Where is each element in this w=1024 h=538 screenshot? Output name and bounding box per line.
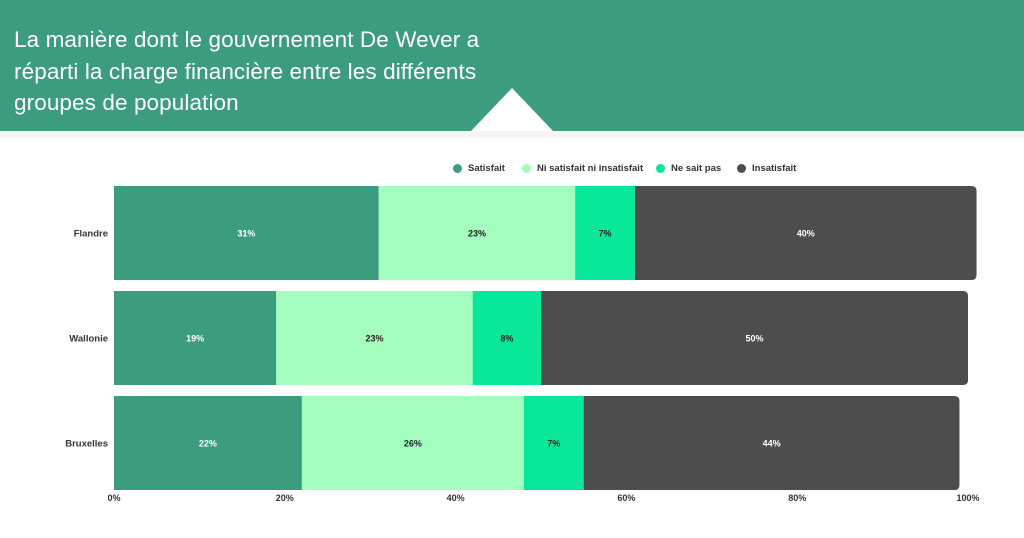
x-tick-label-1: 20%: [276, 493, 294, 503]
bar-segment-bruxelles-satisfait: [114, 396, 302, 490]
bar-segment-bruxelles-nsp: [523, 396, 584, 490]
data-label-flandre-insatisfait: 40%: [797, 229, 815, 239]
legend-swatch-satisfait: [453, 164, 462, 173]
legend-label-ni: Ni satisfait ni insatisfait: [537, 163, 644, 174]
data-label-flandre-nsp: 7%: [599, 229, 612, 239]
x-tick-label-5: 100%: [956, 493, 979, 503]
legend-item-satisfait: Satisfait: [453, 163, 505, 174]
chart-title: La manière dont le gouvernement De Wever…: [14, 27, 480, 115]
category-label-bruxelles: Bruxelles: [65, 439, 108, 450]
bar-segment-bruxelles-insatisfait: [583, 396, 960, 490]
bar-segment-wallonie-insatisfait: [541, 291, 968, 385]
data-label-bruxelles-nsp: 7%: [547, 439, 560, 449]
bar-group-flandre: 31% 23% 7% 40%: [114, 186, 977, 280]
bar-segment-wallonie-ni: [276, 291, 473, 385]
legend-item-nsp: Ne sait pas: [656, 163, 721, 174]
category-label-wallonie: Wallonie: [69, 334, 108, 345]
legend-swatch-nsp: [656, 164, 665, 173]
bar-segment-flandre-nsp: [575, 186, 635, 280]
bar-segment-bruxelles-ni: [301, 396, 524, 490]
data-label-flandre-ni: 23%: [468, 229, 486, 239]
chart-legend: Satisfait Ni satisfait ni insatisfait Ne…: [0, 163, 1024, 177]
data-label-wallonie-satisfait: 19%: [186, 334, 204, 344]
banner-background: [0, 0, 1024, 131]
bar-segment-flandre-ni: [378, 186, 576, 280]
x-tick-label-4: 80%: [788, 493, 806, 503]
header-divider: [0, 131, 1024, 138]
data-label-bruxelles-ni: 26%: [404, 439, 422, 449]
data-label-wallonie-insatisfait: 50%: [745, 334, 763, 344]
bar-segment-flandre-satisfait: [114, 186, 379, 280]
data-label-wallonie-ni: 23%: [365, 334, 383, 344]
legend-label-nsp: Ne sait pas: [671, 163, 722, 174]
data-label-bruxelles-satisfait: 22%: [199, 439, 217, 449]
legend-label-insatisfait: Insatisfait: [752, 163, 797, 174]
bar-group-wallonie: 19% 23% 8% 50%: [114, 291, 968, 385]
bar-segment-flandre-insatisfait: [634, 186, 977, 280]
x-tick-label-0: 0%: [107, 493, 120, 503]
legend-swatch-ni: [522, 164, 531, 173]
bar-group-bruxelles: 22% 26% 7% 44%: [114, 396, 960, 490]
bar-segment-wallonie-nsp: [472, 291, 541, 385]
data-label-bruxelles-insatisfait: 44%: [763, 439, 781, 449]
data-label-flandre-satisfait: 31%: [237, 229, 255, 239]
category-label-flandre: Flandre: [74, 229, 108, 240]
x-tick-label-3: 60%: [617, 493, 635, 503]
x-tick-label-2: 40%: [447, 493, 465, 503]
legend-item-insatisfait: Insatisfait: [737, 163, 796, 174]
title-banner: La manière dont le gouvernement De Wever…: [0, 0, 1024, 131]
bar-segment-wallonie-satisfait: [114, 291, 277, 385]
data-label-wallonie-nsp: 8%: [500, 334, 513, 344]
legend-swatch-insatisfait: [737, 164, 746, 173]
legend-item-ni: Ni satisfait ni insatisfait: [522, 163, 643, 174]
legend-label-satisfait: Satisfait: [468, 163, 505, 174]
